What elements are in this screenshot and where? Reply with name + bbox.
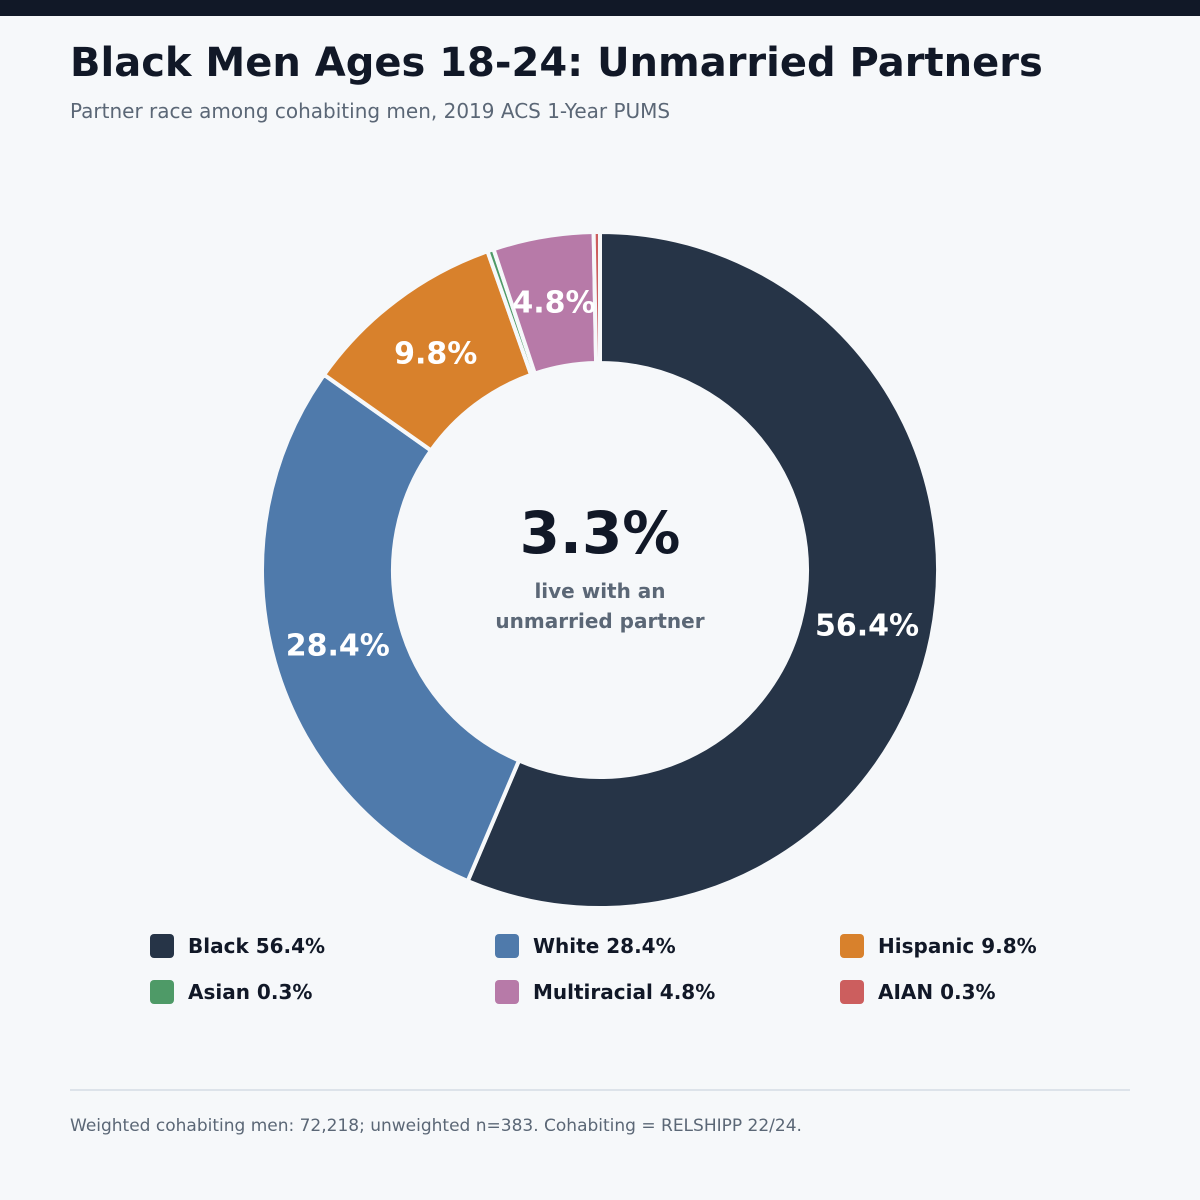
chart-subtitle: Partner race among cohabiting men, 2019 … — [70, 99, 671, 123]
donut-slice-aian — [591, 230, 602, 366]
legend-label: Multiracial 4.8% — [533, 980, 716, 1004]
legend-swatch — [495, 980, 519, 1004]
slice-label-multiracial: 4.8% — [512, 285, 595, 320]
footnote: Weighted cohabiting men: 72,218; unweigh… — [70, 1116, 802, 1136]
legend-item-asian: Asian 0.3% — [150, 978, 312, 1006]
donut-slice-labels: 56.4% 28.4% 9.8% 4.8% — [286, 285, 919, 663]
chart-legend: Black 56.4% White 28.4% Hispanic 9.8% Asian… — [150, 932, 1150, 1022]
legend-swatch — [150, 980, 174, 1004]
legend-label: AIAN 0.3% — [878, 980, 996, 1004]
legend-item-black: Black 56.4% — [150, 932, 325, 960]
donut-slice-black — [465, 230, 941, 910]
legend-swatch — [840, 980, 864, 1004]
center-value: 3.3% — [520, 499, 681, 567]
center-caption-line2: unmarried partner — [495, 609, 704, 633]
legend-label: White 28.4% — [533, 934, 676, 958]
legend-item-hispanic: Hispanic 9.8% — [840, 932, 1037, 960]
legend-label: Black 56.4% — [188, 934, 326, 958]
legend-item-multiracial: Multiracial 4.8% — [495, 978, 715, 1006]
donut-slice-white — [260, 372, 521, 884]
legend-swatch — [840, 934, 864, 958]
slice-label-hispanic: 9.8% — [394, 337, 477, 372]
legend-item-aian: AIAN 0.3% — [840, 978, 996, 1006]
slice-label-white: 28.4% — [286, 628, 390, 663]
donut-slices — [260, 230, 941, 910]
center-caption-line1: live with an — [534, 579, 665, 603]
legend-swatch — [150, 934, 174, 958]
legend-swatch — [495, 934, 519, 958]
chart-title: Black Men Ages 18-24: Unmarried Partners — [70, 40, 1043, 86]
legend-label: Hispanic 9.8% — [878, 934, 1037, 958]
footer-divider — [70, 1089, 1130, 1091]
legend-item-white: White 28.4% — [495, 932, 676, 960]
slice-label-black: 56.4% — [815, 608, 919, 643]
legend-label: Asian 0.3% — [188, 980, 313, 1004]
top-accent-bar — [0, 0, 1200, 16]
